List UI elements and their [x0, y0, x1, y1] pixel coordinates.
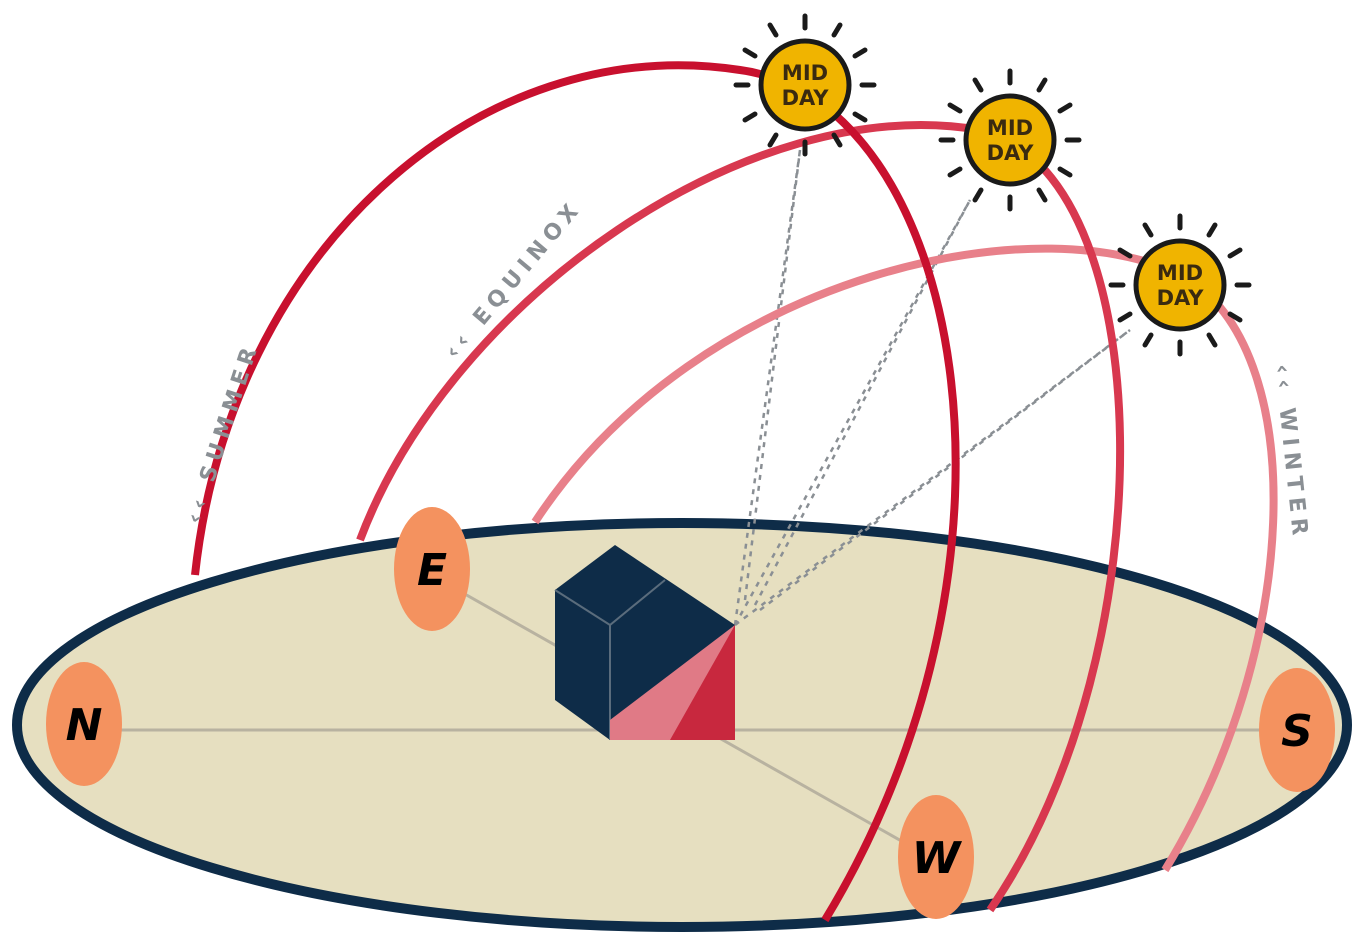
compass-marker-north: N	[46, 662, 122, 786]
equinox-sun-label-line1: MID	[987, 116, 1033, 140]
summer-sun-label-line1: MID	[782, 61, 828, 85]
compass-marker-west: W	[898, 795, 974, 919]
house	[554, 545, 735, 740]
equinox-label: ‹‹ EQUINOX	[440, 195, 587, 363]
summer-label: ‹‹ SUMMER	[182, 339, 264, 527]
winter-midday-sun: MID DAY	[1108, 213, 1252, 357]
winter-sun-label-line2: DAY	[1157, 286, 1205, 310]
compass-east-label: E	[417, 545, 447, 596]
compass-marker-south: S	[1259, 668, 1335, 792]
compass-north-label: N	[66, 700, 103, 751]
summer-sun-label-line2: DAY	[782, 86, 830, 110]
equinox-sun-label-line2: DAY	[987, 141, 1035, 165]
compass-marker-east: E	[394, 507, 470, 631]
compass-south-label: S	[1281, 706, 1313, 757]
equinox-midday-sun: MID DAY	[938, 68, 1082, 212]
summer-path	[191, 61, 960, 923]
house-shadow-dark	[670, 625, 735, 740]
sun-angle-lines	[733, 149, 1131, 627]
compass-west-label: W	[912, 833, 963, 884]
summer-midday-sun: MID DAY	[733, 13, 877, 157]
winter-sun-label-line1: MID	[1157, 261, 1203, 285]
